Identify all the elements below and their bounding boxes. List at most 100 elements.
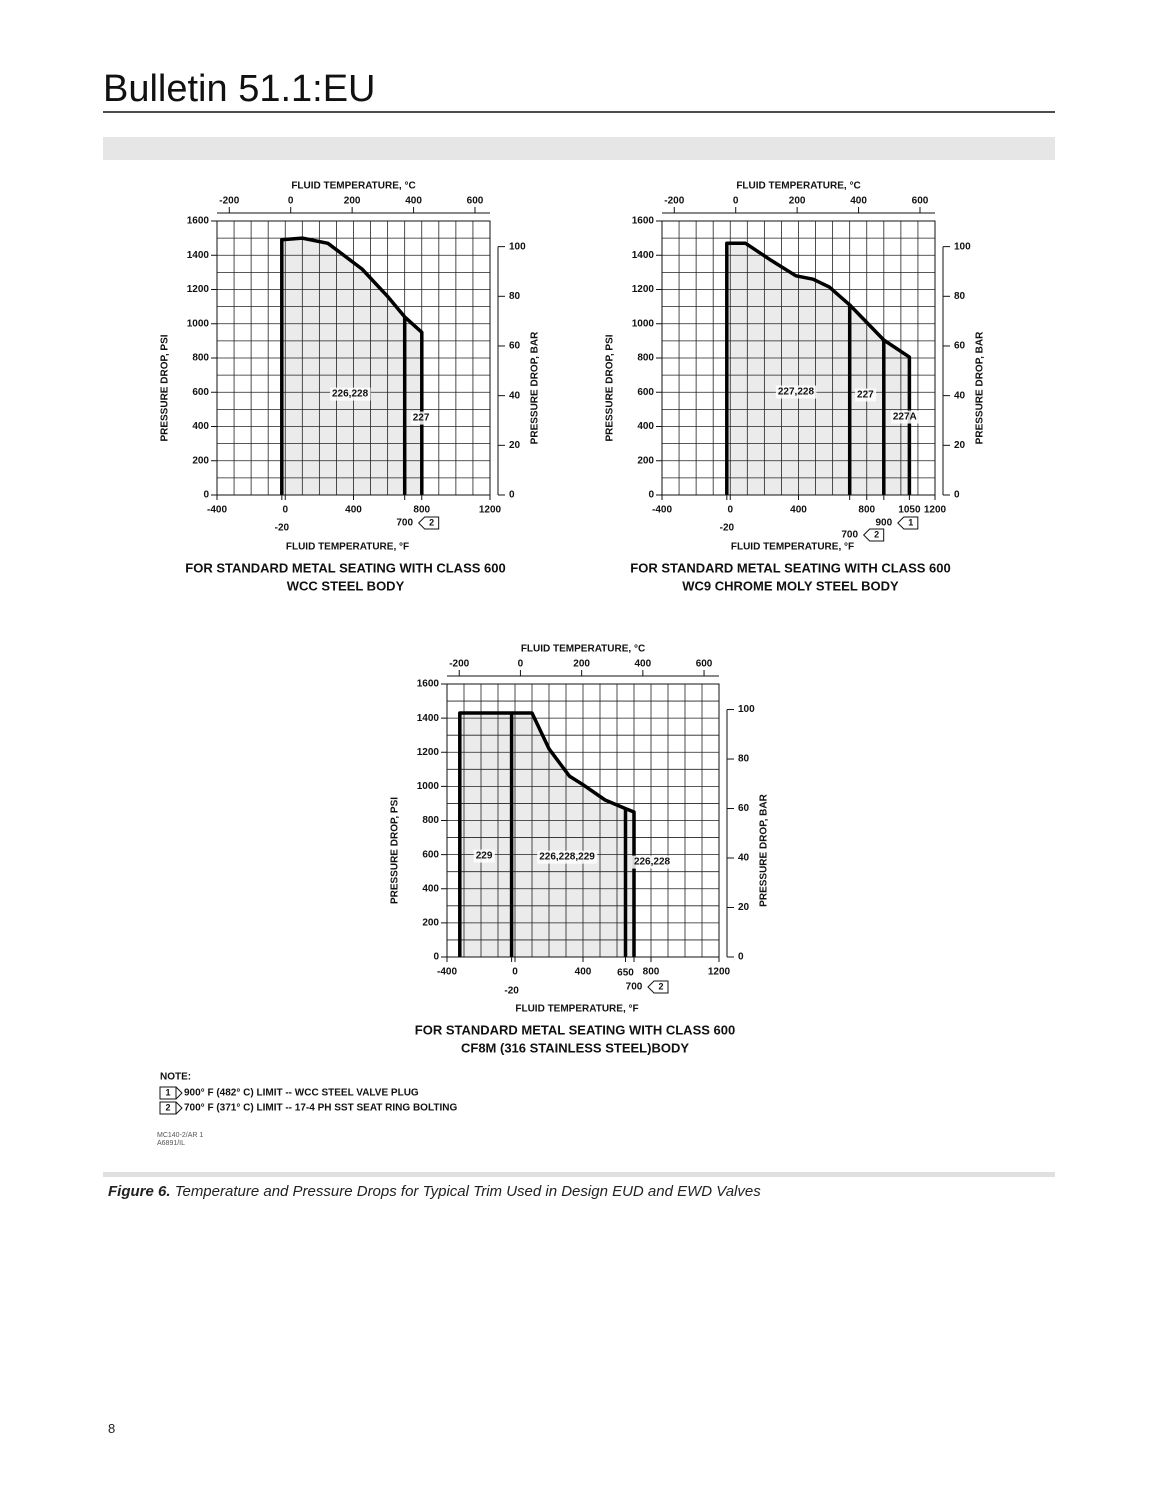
drawing-code: A6891/IL bbox=[157, 1140, 185, 1147]
x-tick-label: 800 bbox=[858, 505, 875, 516]
x2-tick-label: 400 bbox=[850, 196, 867, 207]
region-label: 226,228 bbox=[634, 857, 671, 868]
note-marker-shape bbox=[159, 1101, 183, 1115]
y-tick-label: 1000 bbox=[632, 318, 655, 329]
x-tick-label: 1200 bbox=[479, 505, 502, 516]
figure-caption: Figure 6. Temperature and Pressure Drops… bbox=[108, 1183, 761, 1200]
note-item: 2 700° F (371° C) LIMIT -- 17-4 PH SST S… bbox=[159, 1101, 457, 1115]
x2-axis-title: FLUID TEMPERATURE, °C bbox=[291, 181, 415, 192]
marker-label: 900 bbox=[875, 518, 892, 529]
y-tick-label: 200 bbox=[637, 455, 654, 466]
area-fill bbox=[459, 713, 634, 957]
note-marker: 2 bbox=[165, 1102, 170, 1112]
x-axis-title: FLUID TEMPERATURE, °F bbox=[515, 1004, 638, 1015]
note-marker-shape bbox=[862, 528, 885, 542]
note-marker-shape bbox=[159, 1086, 183, 1100]
region-label-bg bbox=[855, 388, 877, 402]
y2-tick-label: 60 bbox=[738, 803, 750, 814]
y2-tick-label: 80 bbox=[509, 291, 521, 302]
y-axis-title: PRESSURE DROP, PSI bbox=[605, 334, 616, 441]
y-tick-label: 1600 bbox=[187, 216, 210, 227]
y2-tick-label: 20 bbox=[738, 902, 750, 913]
chart-caption: FOR STANDARD METAL SEATING WITH CLASS 60… bbox=[185, 560, 505, 575]
x-tick-label: 400 bbox=[575, 967, 592, 978]
plot-area bbox=[446, 683, 720, 958]
y-tick-label: 1400 bbox=[417, 713, 440, 724]
region-label: 227 bbox=[857, 389, 874, 400]
x2-tick-label: 0 bbox=[733, 196, 739, 207]
x-axis-title: FLUID TEMPERATURE, °F bbox=[731, 542, 854, 553]
plot-area bbox=[216, 220, 491, 496]
y2-axis-title: PRESSURE DROP, BAR bbox=[759, 793, 770, 906]
y-tick-label: 800 bbox=[192, 353, 209, 364]
marker-label: 700 bbox=[841, 530, 858, 541]
envelope-line bbox=[280, 236, 424, 495]
drawing-code: MC140-2/AR 1 bbox=[157, 1132, 203, 1139]
region-label: 229 bbox=[476, 851, 493, 862]
x2-tick-label: -200 bbox=[449, 659, 469, 670]
note-marker: 2 bbox=[658, 981, 663, 991]
y2-axis-title: PRESSURE DROP, BAR bbox=[530, 331, 541, 444]
region-label-bg bbox=[473, 849, 495, 863]
x-tick-label: -400 bbox=[437, 967, 457, 978]
marker-label: 1050 bbox=[898, 505, 921, 516]
y-tick-label: 200 bbox=[192, 455, 209, 466]
note-marker-shape bbox=[897, 516, 919, 530]
x2-tick-label: 200 bbox=[344, 196, 361, 207]
marker-label: -20 bbox=[275, 523, 290, 534]
x-tick-label: 800 bbox=[413, 505, 430, 516]
envelope-line bbox=[458, 711, 636, 957]
y-axis-title: PRESSURE DROP, PSI bbox=[160, 334, 171, 441]
y-tick-label: 0 bbox=[203, 490, 209, 501]
marker-label: -20 bbox=[720, 523, 735, 534]
marker-label: 700 bbox=[396, 518, 413, 529]
x2-tick-label: 0 bbox=[288, 196, 294, 207]
y2-tick-label: 100 bbox=[509, 241, 526, 252]
note-marker: 1 bbox=[165, 1087, 170, 1097]
y-tick-label: 1200 bbox=[417, 747, 440, 758]
y2-tick-label: 20 bbox=[954, 440, 966, 451]
x2-tick-label: 0 bbox=[518, 659, 524, 670]
y2-tick-label: 80 bbox=[954, 291, 966, 302]
x2-axis-title: FLUID TEMPERATURE, °C bbox=[736, 181, 860, 192]
chart-caption: FOR STANDARD METAL SEATING WITH CLASS 60… bbox=[630, 560, 950, 575]
y2-tick-label: 0 bbox=[954, 490, 960, 501]
y-tick-label: 1600 bbox=[632, 216, 655, 227]
x2-axis-title: FLUID TEMPERATURE, °C bbox=[521, 644, 645, 655]
x-tick-label: 400 bbox=[345, 505, 362, 516]
page-number: 8 bbox=[108, 1421, 115, 1436]
chart-caption: WC9 CHROME MOLY STEEL BODY bbox=[682, 578, 899, 593]
note-marker: 2 bbox=[874, 529, 879, 539]
y2-tick-label: 80 bbox=[738, 754, 750, 765]
y-tick-label: 1600 bbox=[417, 679, 440, 690]
y-tick-label: 0 bbox=[433, 952, 439, 963]
region-label: 226,228 bbox=[332, 389, 369, 400]
region-label: 227 bbox=[413, 413, 430, 424]
region-label-bg bbox=[631, 855, 673, 869]
chart-caption: WCC STEEL BODY bbox=[287, 578, 405, 593]
y-tick-label: 1400 bbox=[632, 250, 655, 261]
figure-rule bbox=[103, 1172, 1055, 1177]
marker-label: 650 bbox=[617, 968, 634, 979]
y-tick-label: 800 bbox=[422, 815, 439, 826]
figure-text: Temperature and Pressure Drops for Typic… bbox=[175, 1183, 762, 1200]
note-marker: 1 bbox=[908, 517, 913, 527]
y-tick-label: 1200 bbox=[187, 284, 210, 295]
y2-tick-label: 40 bbox=[954, 390, 966, 401]
region-label-bg bbox=[890, 410, 919, 424]
y-tick-label: 1200 bbox=[632, 284, 655, 295]
y-tick-label: 400 bbox=[637, 421, 654, 432]
y-tick-label: 0 bbox=[648, 490, 654, 501]
marker-label: -20 bbox=[504, 986, 519, 997]
chart: 0200400600800100012001400160002040608010… bbox=[605, 181, 986, 594]
x-tick-label: 0 bbox=[512, 967, 518, 978]
x-tick-label: 0 bbox=[727, 505, 733, 516]
section-band bbox=[103, 137, 1055, 160]
x2-tick-label: 600 bbox=[467, 196, 484, 207]
figure-label: Figure 6. bbox=[108, 1183, 171, 1200]
region-label-bg bbox=[330, 387, 371, 401]
x-tick-label: 0 bbox=[282, 505, 288, 516]
y-tick-label: 200 bbox=[422, 918, 439, 929]
y-tick-label: 600 bbox=[192, 387, 209, 398]
